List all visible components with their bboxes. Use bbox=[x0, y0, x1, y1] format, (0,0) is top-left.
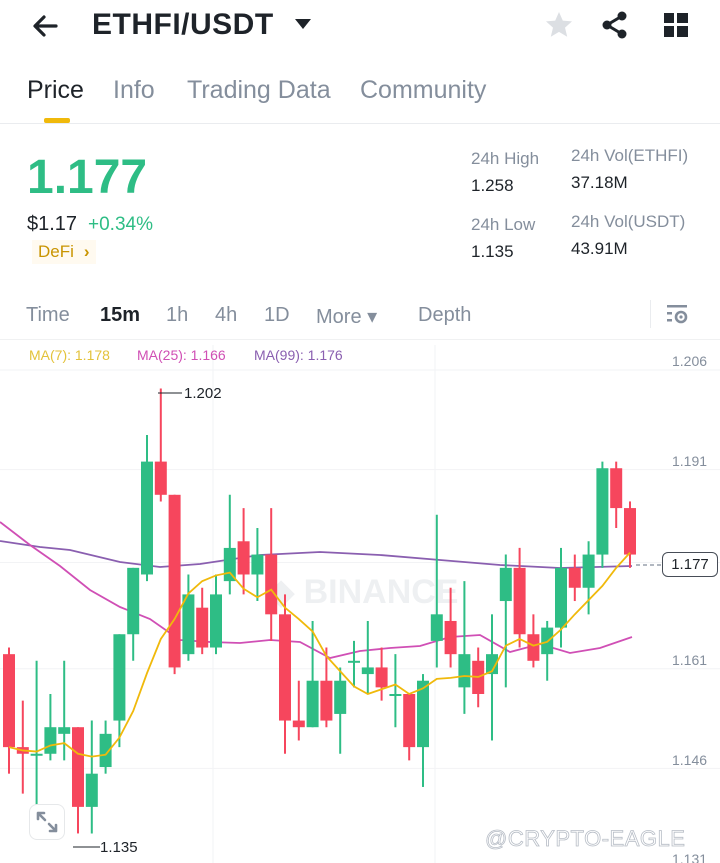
chart-settings-icon[interactable] bbox=[664, 302, 690, 328]
caret-down-icon[interactable] bbox=[293, 16, 313, 32]
category-tag-defi[interactable]: DeFi › bbox=[32, 240, 96, 264]
high-marker-label: 1.202 bbox=[184, 385, 222, 402]
interval-1d[interactable]: 1D bbox=[264, 304, 290, 326]
price-change-percent: +0.34% bbox=[88, 214, 153, 235]
back-arrow-icon[interactable] bbox=[28, 8, 64, 44]
candles bbox=[3, 388, 636, 834]
ma7-label: MA(7): 1.178 bbox=[29, 347, 110, 363]
divider bbox=[650, 300, 651, 328]
ma99-line bbox=[0, 540, 633, 569]
share-icon[interactable] bbox=[600, 10, 630, 40]
ma25-label: MA(25): 1.166 bbox=[137, 347, 226, 363]
tab-price[interactable]: Price bbox=[27, 76, 84, 104]
current-price-tag[interactable]: 1.177 bbox=[662, 552, 718, 577]
interval-1h[interactable]: 1h bbox=[166, 304, 189, 326]
ma99-label: MA(99): 1.176 bbox=[254, 347, 343, 363]
ma25-line bbox=[0, 521, 633, 659]
y-tick-1161: 1.161 bbox=[672, 652, 708, 668]
candlestick-chart[interactable]: ◆ BINANCE bbox=[0, 340, 720, 863]
pair-title[interactable]: ETHFI/USDT bbox=[92, 8, 274, 41]
y-tick-1206: 1.206 bbox=[672, 353, 708, 369]
fullscreen-button[interactable] bbox=[29, 804, 65, 840]
high-24h-label: 24h High bbox=[471, 149, 540, 168]
interval-time[interactable]: Time bbox=[26, 304, 70, 326]
tab-community[interactable]: Community bbox=[360, 76, 487, 104]
ma7-line bbox=[8, 552, 631, 758]
chevron-right-icon: › bbox=[83, 242, 90, 261]
interval-4h[interactable]: 4h bbox=[215, 304, 238, 326]
interval-bar: Time 15m 1h 4h 1D More ▾ Depth bbox=[0, 290, 720, 340]
tab-info[interactable]: Info bbox=[113, 76, 155, 104]
tab-bar: Price Info Trading Data Community bbox=[0, 70, 720, 124]
vol-quote-label: 24h Vol(USDT) bbox=[571, 212, 686, 231]
y-tick-1146: 1.146 bbox=[672, 752, 708, 768]
grid-icon[interactable] bbox=[663, 12, 689, 38]
last-price: 1.177 bbox=[27, 151, 148, 204]
active-tab-indicator bbox=[44, 118, 70, 123]
tag-label: DeFi bbox=[38, 242, 74, 261]
tab-trading-data[interactable]: Trading Data bbox=[187, 76, 331, 104]
depth-tab[interactable]: Depth bbox=[418, 304, 472, 326]
usd-price: $1.17 bbox=[27, 213, 78, 235]
star-icon[interactable] bbox=[544, 10, 574, 40]
vol-base-label: 24h Vol(ETHFI) bbox=[571, 146, 689, 165]
y-tick-1191: 1.191 bbox=[672, 453, 708, 469]
top-bar: ETHFI/USDT bbox=[0, 0, 720, 60]
binance-watermark: ◆ BINANCE bbox=[267, 573, 459, 611]
low-24h-value: 1.135 bbox=[471, 242, 514, 261]
low-marker-label: 1.135 bbox=[100, 839, 138, 856]
vol-base-value: 37.18M bbox=[571, 173, 628, 192]
low-24h-label: 24h Low bbox=[471, 215, 536, 234]
vol-quote-value: 43.91M bbox=[571, 239, 628, 258]
watermark-credit: @CRYPTO-EAGLE bbox=[485, 826, 686, 852]
interval-more-dropdown[interactable]: More ▾ bbox=[316, 306, 378, 328]
y-tick-1131: 1.131 bbox=[672, 851, 708, 863]
expand-icon bbox=[36, 811, 58, 833]
high-24h-value: 1.258 bbox=[471, 176, 514, 195]
interval-15m[interactable]: 15m bbox=[100, 304, 141, 326]
